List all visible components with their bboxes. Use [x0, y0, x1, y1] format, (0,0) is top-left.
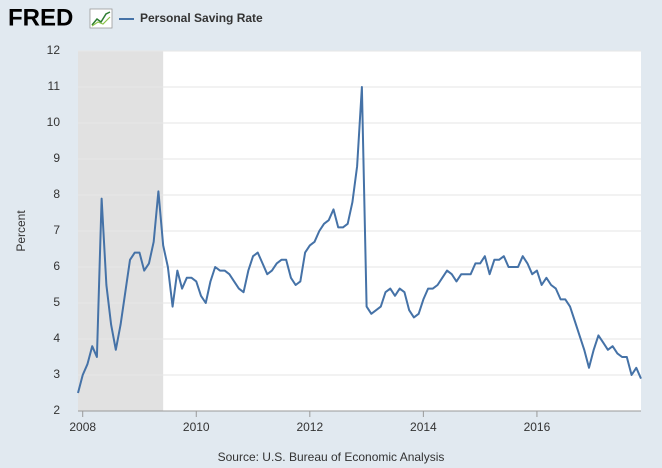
legend-label: Personal Saving Rate: [140, 11, 263, 25]
logo: FRED: [8, 4, 73, 31]
data-line: [77, 86, 642, 394]
y-tick-label: 10: [47, 115, 61, 129]
y-tick-label: 2: [53, 403, 60, 417]
y-axis-label: Percent: [14, 210, 28, 252]
y-tick-label: 7: [53, 223, 60, 237]
x-tick-label: 2010: [183, 420, 210, 434]
y-tick-label: 4: [53, 331, 60, 345]
y-tick-label: 8: [53, 187, 60, 201]
y-tick-label: 6: [53, 259, 60, 273]
y-tick-label: 12: [47, 43, 61, 57]
x-tick-label: 2008: [69, 420, 96, 434]
y-tick-label: 3: [53, 367, 60, 381]
source: Source: U.S. Bureau of Economic Analysis: [218, 450, 445, 464]
y-tick-label: 9: [53, 151, 60, 165]
x-tick-label: 2012: [296, 420, 323, 434]
x-tick-label: 2014: [410, 420, 437, 434]
y-tick-label: 5: [53, 295, 60, 309]
x-tick-label: 2016: [524, 420, 551, 434]
logo-icon: [89, 8, 113, 29]
y-tick-label: 11: [48, 79, 61, 93]
